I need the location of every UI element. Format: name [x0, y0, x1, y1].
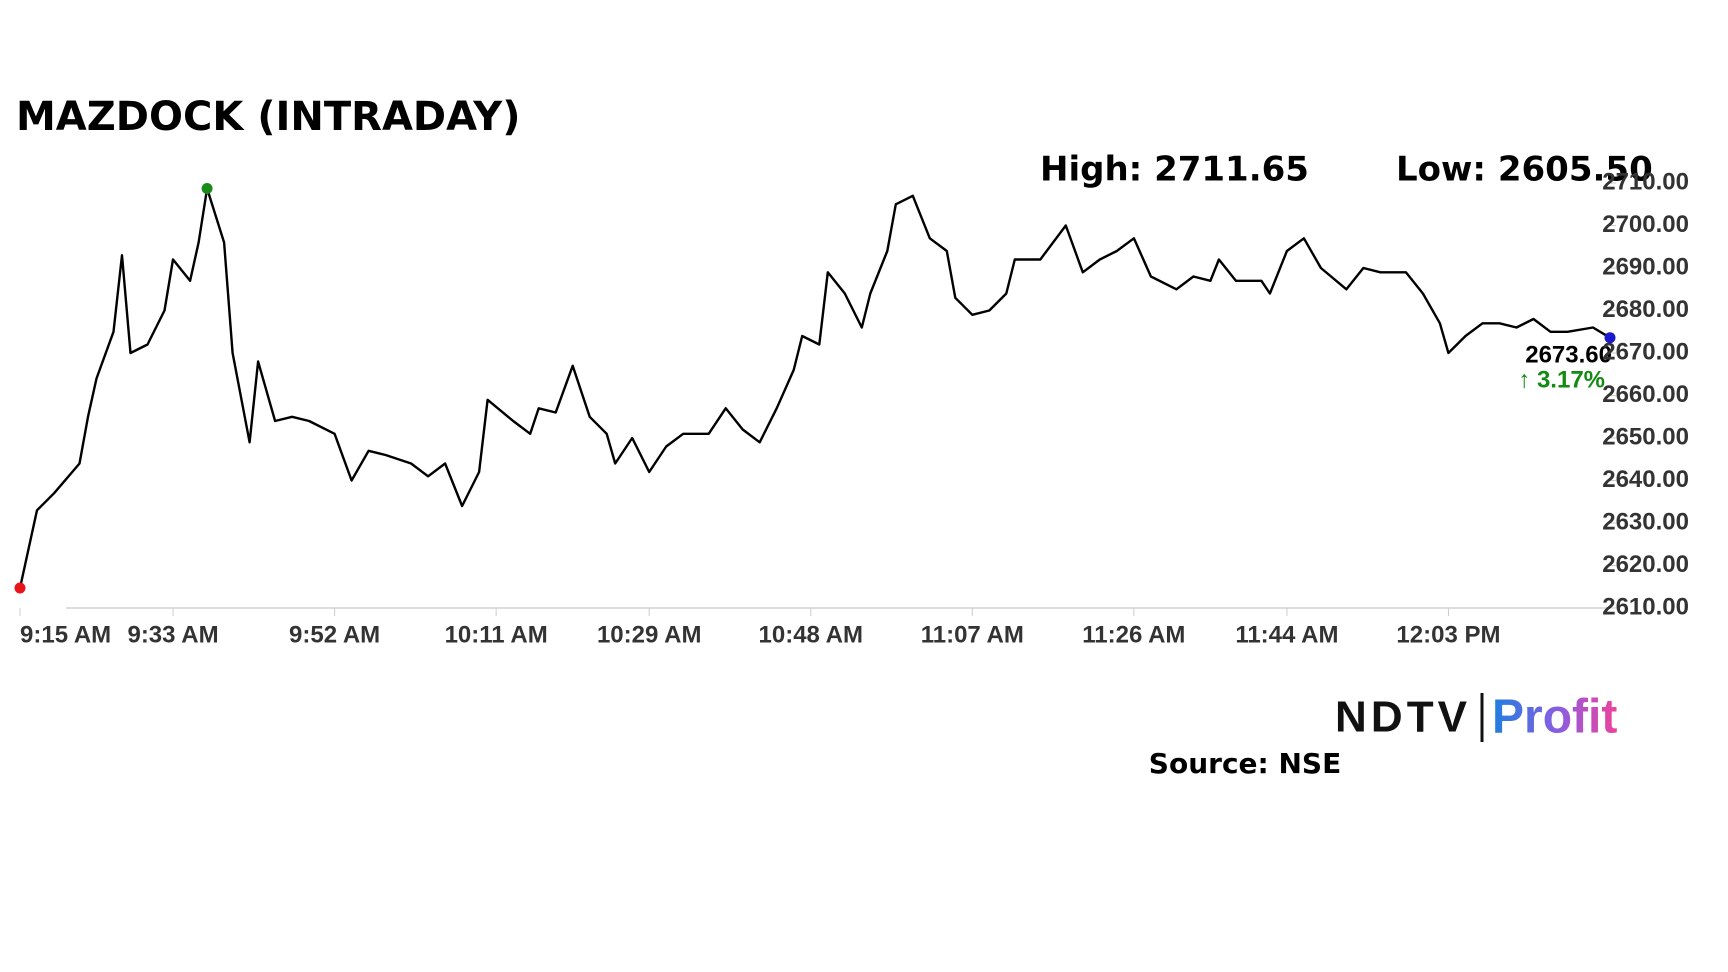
logo-product: Profit — [1492, 691, 1617, 744]
x-tick-label: 10:48 AM — [759, 621, 863, 648]
y-tick-label: 2660.00 — [1602, 381, 1689, 408]
x-tick-label: 9:33 AM — [127, 621, 218, 648]
source: Source: NSE — [1149, 747, 1341, 780]
start-marker — [14, 582, 26, 594]
y-tick-label: 2610.00 — [1602, 593, 1689, 620]
x-tick-label: 12:03 PM — [1396, 621, 1500, 648]
price-line — [18, 187, 1611, 589]
x-tick-label: 9:15 AM — [20, 621, 111, 648]
y-tick-label: 2650.00 — [1602, 423, 1689, 450]
y-tick-label: 2640.00 — [1602, 466, 1689, 493]
y-tick-label: 2700.00 — [1602, 211, 1689, 238]
y-tick-label: 2680.00 — [1602, 296, 1689, 323]
x-tick-label: 11:26 AM — [1082, 621, 1185, 648]
x-tick-label: 11:07 AM — [921, 621, 1024, 648]
low-label: Low: 2605.50 — [1396, 150, 1653, 190]
end-marker — [1604, 332, 1616, 344]
change-label: ↑ 3.17% — [1518, 366, 1605, 393]
last-price: 2673.60 — [1525, 341, 1612, 368]
chart-title: MAZDOCK (INTRADAY) — [16, 94, 521, 140]
high-marker — [201, 183, 213, 195]
high-label: High: 2711.65 — [1040, 150, 1309, 190]
y-tick-label: 2690.00 — [1602, 253, 1689, 280]
x-tick-label: 11:44 AM — [1235, 621, 1338, 648]
x-tick-label: 10:11 AM — [445, 621, 548, 648]
x-tick-label: 9:52 AM — [289, 621, 380, 648]
y-tick-label: 2630.00 — [1602, 508, 1689, 535]
y-tick-label: 2710.00 — [1602, 168, 1689, 195]
y-tick-label: 2620.00 — [1602, 551, 1689, 578]
y-tick-label: 2670.00 — [1602, 338, 1689, 365]
x-tick-label: 10:29 AM — [597, 621, 701, 648]
logo-brand: NDTV — [1335, 693, 1468, 742]
